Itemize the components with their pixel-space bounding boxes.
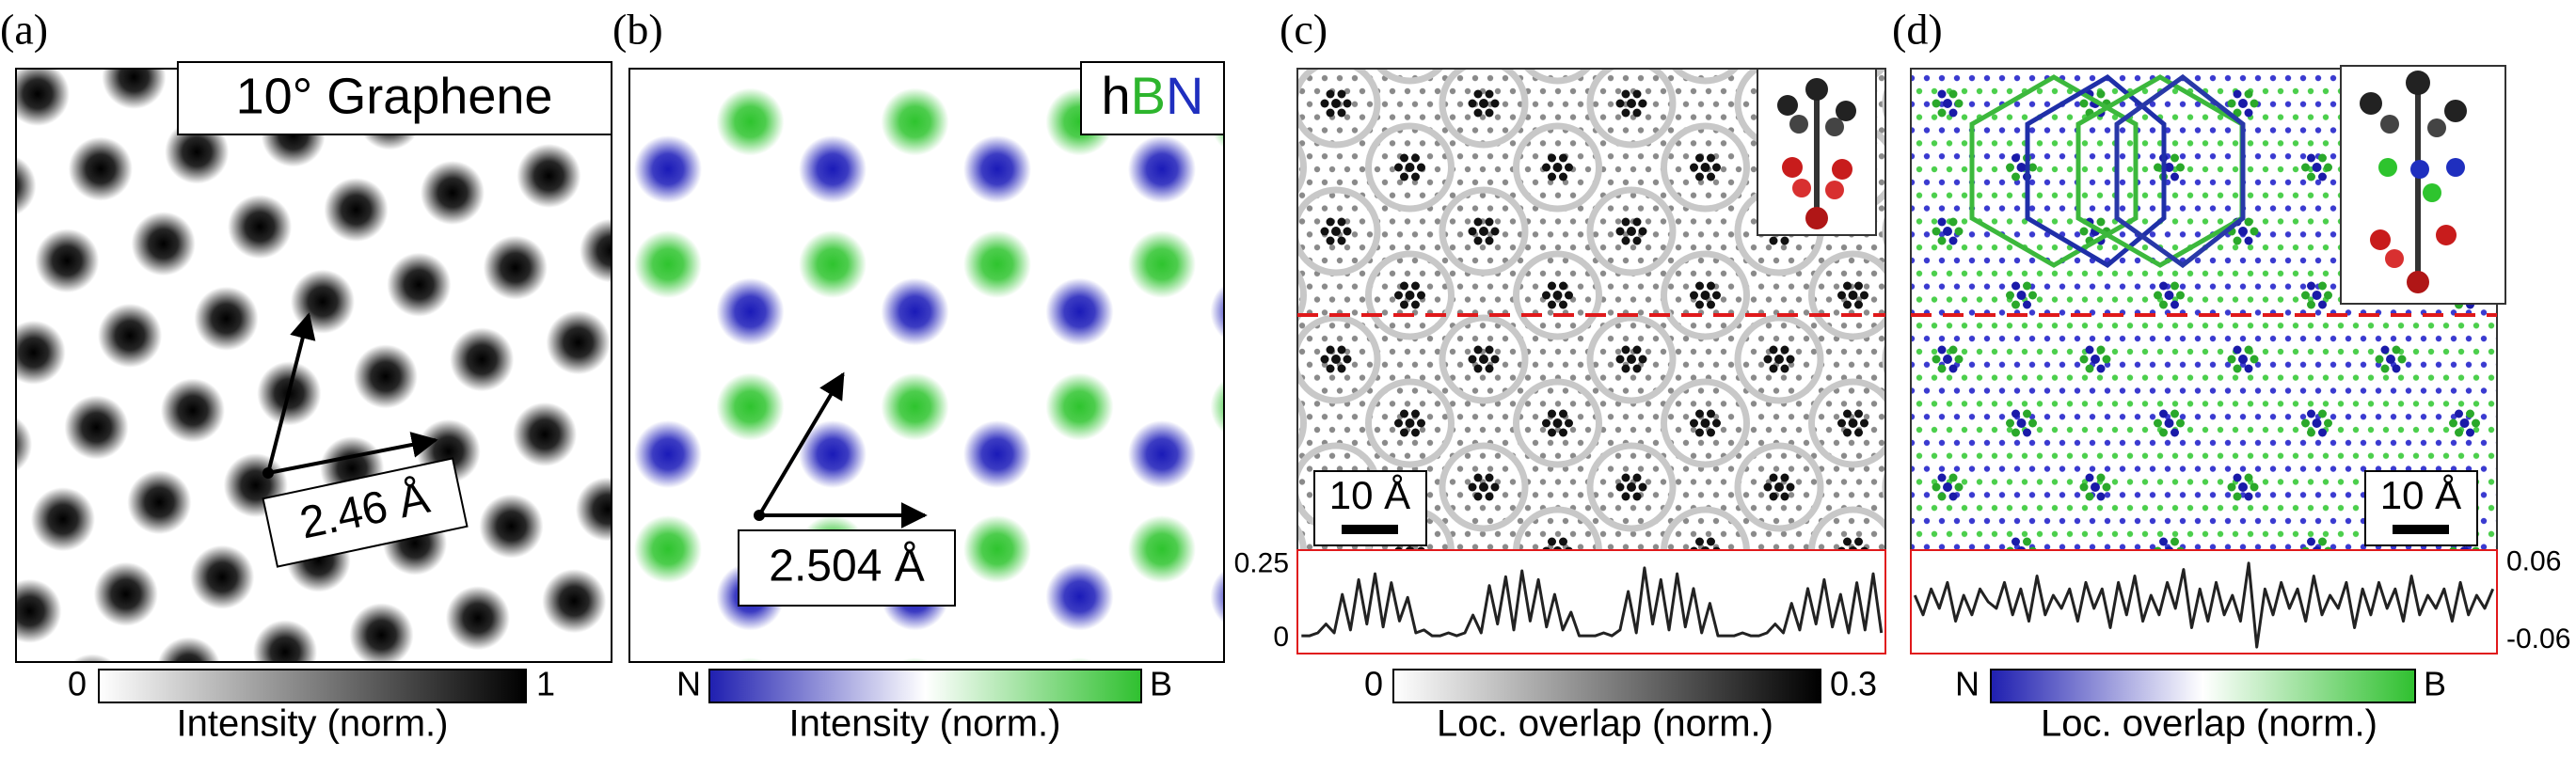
molecule-inset <box>2340 65 2506 305</box>
origin-dot <box>754 510 765 521</box>
scale-label: 2.504 Å <box>769 542 924 591</box>
colorbar-label: Intensity (norm.) <box>177 703 449 745</box>
title-part: B <box>1131 66 1166 125</box>
scale-label-box <box>262 457 469 568</box>
lattice-vector <box>757 371 845 517</box>
atom <box>2378 158 2397 177</box>
atom <box>2370 229 2391 250</box>
title-box <box>1080 61 1225 135</box>
colorbar-label: Loc. overlap (norm.) <box>2041 703 2377 745</box>
colorbar-tick-label: 0 <box>1364 665 1383 703</box>
colorbar-tick-label: 0 <box>68 665 87 703</box>
scale-label-group: 2.46 Å <box>262 457 469 568</box>
atom <box>1789 115 1808 134</box>
colorbar <box>1990 669 2416 703</box>
panel-title: 10° Graphene <box>236 68 553 124</box>
colorbar-end-label: N <box>676 665 701 703</box>
hexagon <box>2114 73 2246 269</box>
hexagon <box>1969 74 2139 268</box>
panel-title: hBN <box>1102 66 1204 125</box>
atom <box>2427 118 2446 137</box>
profile-tick-label: 0 <box>1273 622 1289 653</box>
atom <box>1832 159 1852 180</box>
panel-label: (c) <box>1280 6 1328 54</box>
atom <box>1805 207 1828 229</box>
atom <box>1825 118 1844 136</box>
atom <box>2406 71 2430 95</box>
atom <box>2436 225 2457 245</box>
colorbar-tick-label: 1 <box>536 665 555 703</box>
profile-tick-label: 0.06 <box>2506 546 2561 577</box>
colorbar <box>1392 669 1821 703</box>
hexagon <box>2025 73 2167 269</box>
origin-dot <box>262 467 274 479</box>
lattice-vector <box>267 432 438 475</box>
atom <box>2446 158 2465 177</box>
profile-line <box>1913 561 2495 649</box>
atom <box>2360 92 2382 115</box>
colorbar-end-label: B <box>1150 665 1172 703</box>
atom <box>1825 181 1844 199</box>
colorbar-tick-label: 0.3 <box>1830 665 1877 703</box>
atom <box>1836 101 1856 121</box>
graphene-image <box>15 68 612 663</box>
atom <box>2385 249 2404 268</box>
title-part: N <box>1166 66 1203 125</box>
colorbar-label: Intensity (norm.) <box>789 703 1061 745</box>
scalebar <box>2393 525 2449 534</box>
scalebar-label: 10 Å <box>1329 473 1410 517</box>
lattice-vector <box>266 312 316 474</box>
atom <box>2444 100 2467 122</box>
colorbar-end-label: B <box>2424 665 2446 703</box>
atom <box>2407 271 2429 293</box>
atom <box>1777 95 1798 116</box>
atom <box>1805 78 1828 101</box>
panel-label: (d) <box>1892 6 1943 54</box>
title-part: h <box>1102 66 1131 125</box>
profile-tick-label: 0.25 <box>1234 548 1289 579</box>
hexagons <box>1969 73 2246 269</box>
panel-label: (b) <box>612 6 663 54</box>
colorbar <box>98 669 527 703</box>
profile-tick-label: -0.06 <box>2506 623 2570 654</box>
scalebar-label: 10 Å <box>2380 473 2461 517</box>
profile-line <box>1301 566 1884 638</box>
molecule-inset <box>1757 68 1877 236</box>
title-box <box>177 61 612 135</box>
colorbar-label: Loc. overlap (norm.) <box>1437 703 1773 745</box>
atom <box>1782 157 1803 178</box>
atom <box>2410 160 2429 179</box>
colorbar <box>708 669 1142 703</box>
atom <box>2423 183 2441 202</box>
scale-label-box <box>738 529 956 607</box>
atom <box>2380 115 2399 134</box>
panel-label: (a) <box>0 6 48 54</box>
atom <box>1792 179 1811 197</box>
colorbar-end-label: N <box>1955 665 1980 703</box>
scalebar <box>1342 525 1398 534</box>
profile-frame <box>1296 549 1886 654</box>
